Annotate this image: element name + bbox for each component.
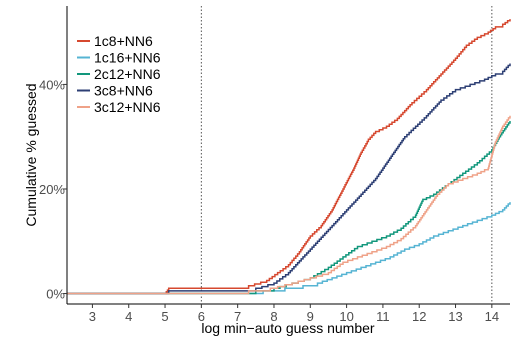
- y-tick-label: 40%: [39, 77, 65, 92]
- reference-lines: [200, 6, 493, 304]
- legend-label: 2c12+NN6: [94, 66, 161, 82]
- x-tick-label: 5: [161, 309, 168, 324]
- legend-label: 1c8+NN6: [94, 33, 153, 49]
- series-line-2c12-nn6: [67, 121, 511, 295]
- series-line-1c16-nn6: [67, 202, 511, 295]
- x-ticks: 3 4 5 6 7 8 9 10 11 12 13 14: [89, 304, 499, 324]
- legend-label: 3c8+NN6: [94, 83, 153, 99]
- x-tick-label: 13: [448, 309, 462, 324]
- legend-label: 3c12+NN6: [94, 99, 161, 115]
- x-tick-label: 9: [307, 309, 314, 324]
- x-tick-label: 3: [89, 309, 96, 324]
- x-tick-label: 12: [412, 309, 426, 324]
- series-line-3c12-nn6: [67, 115, 511, 295]
- x-axis-title: log min−auto guess number: [201, 320, 374, 336]
- y-tick-label: 20%: [39, 182, 65, 197]
- series-lines: [67, 19, 511, 295]
- legend-label: 1c16+NN6: [94, 50, 161, 66]
- series-line-3c8-nn6: [67, 63, 511, 295]
- x-tick-label: 8: [270, 309, 277, 324]
- y-ticks: 0% 20% 40%: [39, 77, 67, 302]
- x-tick-label: 4: [125, 309, 132, 324]
- series-line-1c8-nn6: [67, 19, 511, 295]
- x-tick-label: 6: [198, 309, 205, 324]
- x-tick-label: 10: [339, 309, 353, 324]
- y-tick-label: 0%: [46, 287, 65, 302]
- y-axis-title: Cumulative % guessed: [23, 83, 39, 226]
- x-tick-label: 11: [376, 309, 390, 324]
- x-tick-label: 7: [234, 309, 241, 324]
- x-tick-label: 14: [485, 309, 499, 324]
